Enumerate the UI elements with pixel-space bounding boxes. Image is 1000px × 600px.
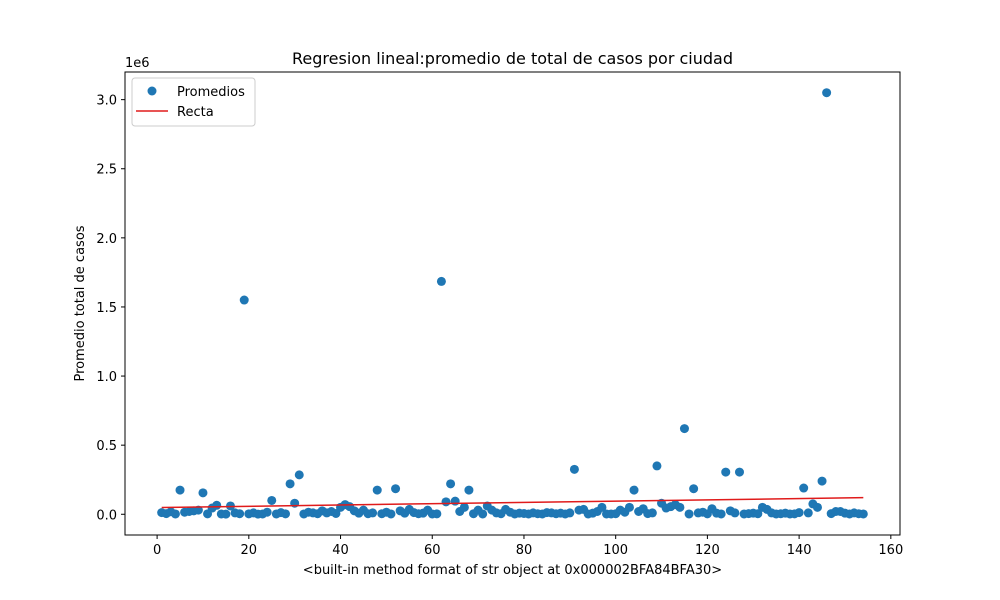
data-point (239, 295, 249, 305)
data-point (689, 484, 699, 494)
data-point (794, 508, 804, 518)
data-point (281, 509, 291, 519)
legend-label-recta: Recta (177, 105, 214, 120)
data-point (679, 424, 689, 434)
data-point (432, 509, 442, 519)
y-tick-label: 1.5 (96, 301, 117, 316)
y-offset-text: 1e6 (125, 56, 150, 71)
data-point (624, 502, 634, 512)
data-point (235, 509, 245, 519)
x-tick-label: 140 (787, 543, 812, 558)
data-point (212, 500, 222, 510)
x-axis-ticks: 0 20 40 60 80 100 120 140 160 (153, 535, 903, 558)
y-tick-label: 0.0 (96, 508, 117, 523)
data-point (822, 88, 832, 98)
data-point (734, 467, 744, 477)
x-tick-label: 160 (878, 543, 903, 558)
data-point (730, 508, 740, 518)
data-point (372, 485, 382, 495)
data-point (441, 497, 451, 507)
y-axis-label: Promedio total de casos (73, 225, 88, 381)
plot-frame (124, 71, 901, 536)
data-point (652, 461, 662, 471)
data-point (812, 502, 822, 512)
data-point (817, 476, 827, 486)
data-point (675, 502, 685, 512)
data-point (170, 509, 180, 519)
plot-area (125, 72, 900, 535)
data-point (198, 488, 208, 498)
line-series-recta (161, 496, 864, 509)
data-point (569, 464, 579, 474)
legend: Promedios Recta (131, 77, 256, 127)
y-tick-label: 0.5 (96, 439, 117, 454)
x-tick-label: 20 (241, 543, 258, 558)
data-point (684, 509, 694, 519)
data-point (799, 483, 809, 493)
data-point (294, 470, 304, 480)
chart-title: Regresion lineal:promedio de total de ca… (292, 49, 733, 68)
data-point (267, 495, 277, 505)
y-tick-label: 2.0 (96, 232, 117, 247)
data-point (478, 509, 488, 519)
legend-box (131, 77, 256, 127)
x-tick-label: 100 (603, 543, 628, 558)
data-point (386, 509, 396, 519)
data-point (221, 509, 231, 519)
data-point (391, 484, 401, 494)
data-point (565, 508, 575, 518)
data-point (450, 496, 460, 506)
y-tick-label: 1.0 (96, 370, 117, 385)
data-point (285, 479, 295, 489)
data-point (753, 509, 763, 519)
x-tick-label: 80 (516, 543, 533, 558)
data-point (721, 467, 731, 477)
x-tick-label: 40 (332, 543, 349, 558)
x-tick-label: 120 (695, 543, 720, 558)
data-point (647, 508, 657, 518)
data-point (175, 485, 185, 495)
data-point (716, 509, 726, 519)
data-point (193, 505, 203, 515)
y-tick-label: 3.0 (96, 94, 117, 109)
data-point (803, 508, 813, 518)
y-tick-label: 2.5 (96, 163, 117, 178)
regression-line (161, 496, 864, 509)
data-point (262, 507, 272, 517)
legend-label-promedios: Promedios (177, 85, 245, 100)
data-point (858, 509, 868, 519)
data-point (368, 508, 378, 518)
data-point (446, 479, 456, 489)
scatter-series-promedios (157, 88, 868, 519)
legend-marker-promedios (147, 86, 157, 96)
x-tick-label: 60 (424, 543, 441, 558)
x-tick-label: 0 (153, 543, 161, 558)
data-point (629, 485, 639, 495)
data-point (459, 502, 469, 512)
data-point (464, 485, 474, 495)
data-point (436, 276, 446, 286)
x-axis-label: <built-in method format of str object at… (303, 563, 722, 578)
data-point (597, 502, 607, 512)
y-axis-ticks: 0.0 0.5 1.0 1.5 2.0 2.5 3.0 (96, 94, 125, 523)
